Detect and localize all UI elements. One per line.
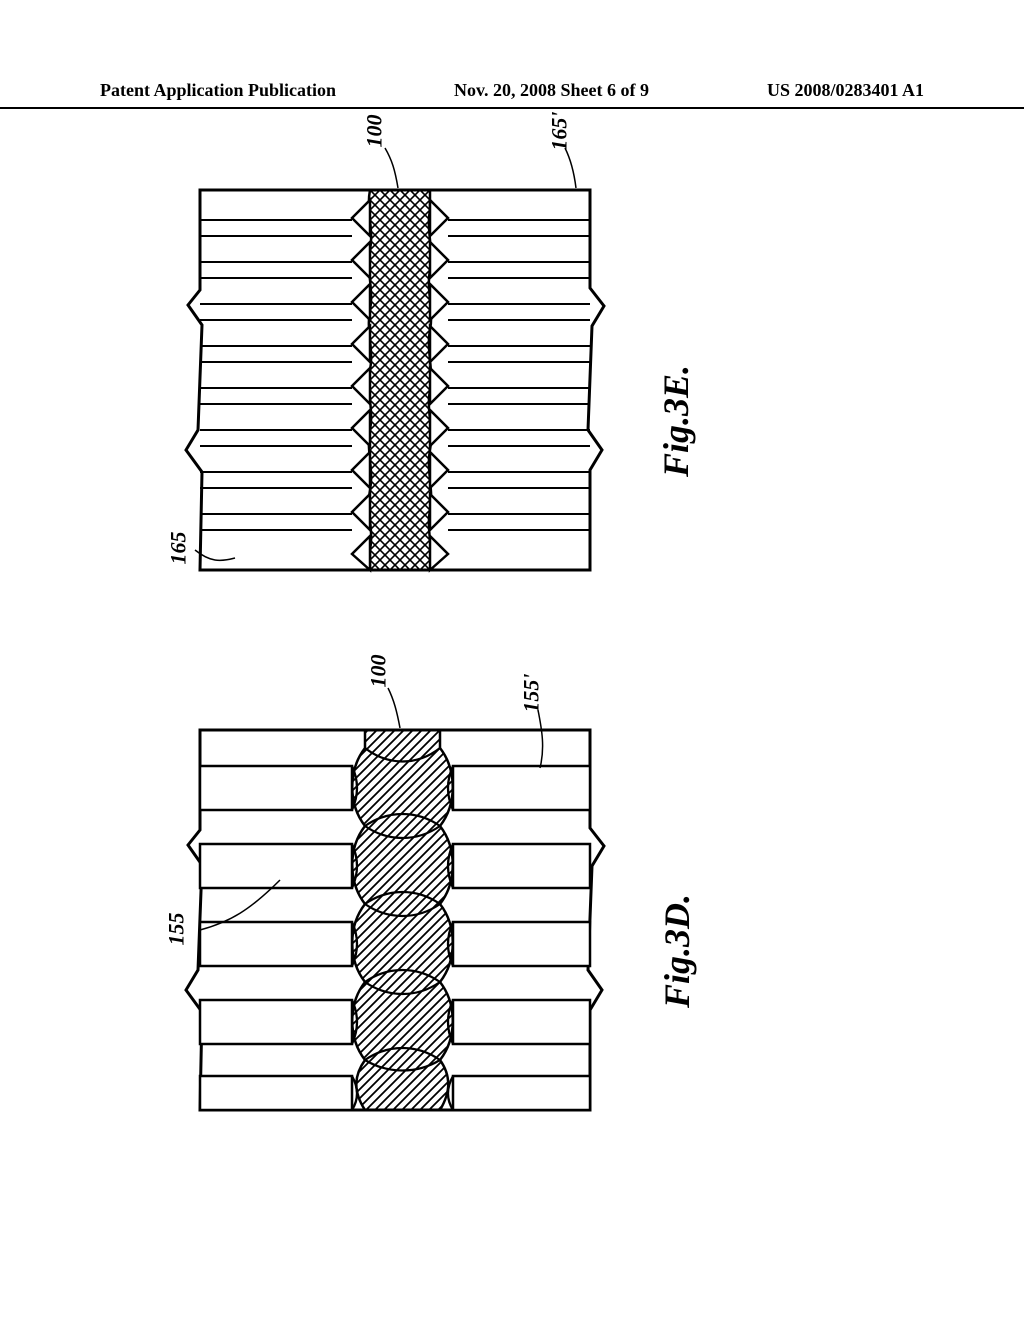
ref-155p: 155' [519, 673, 545, 712]
figure-3e-label: Fig.3E. [655, 365, 697, 477]
ref-155: 155 [164, 913, 190, 946]
ref-100-e: 100 [362, 115, 388, 148]
figure-3d-label: Fig.3D. [656, 894, 698, 1008]
header-left: Patent Application Publication [100, 80, 336, 101]
header-right: US 2008/0283401 A1 [767, 80, 924, 101]
patent-header: Patent Application Publication Nov. 20, … [0, 80, 1024, 109]
figures-area: 165 100 165' Fig.3E. [0, 130, 1024, 1260]
header-center: Nov. 20, 2008 Sheet 6 of 9 [454, 80, 649, 101]
ref-100-d: 100 [366, 655, 392, 688]
ref-165p: 165' [547, 111, 573, 150]
ref-165: 165 [166, 532, 192, 565]
